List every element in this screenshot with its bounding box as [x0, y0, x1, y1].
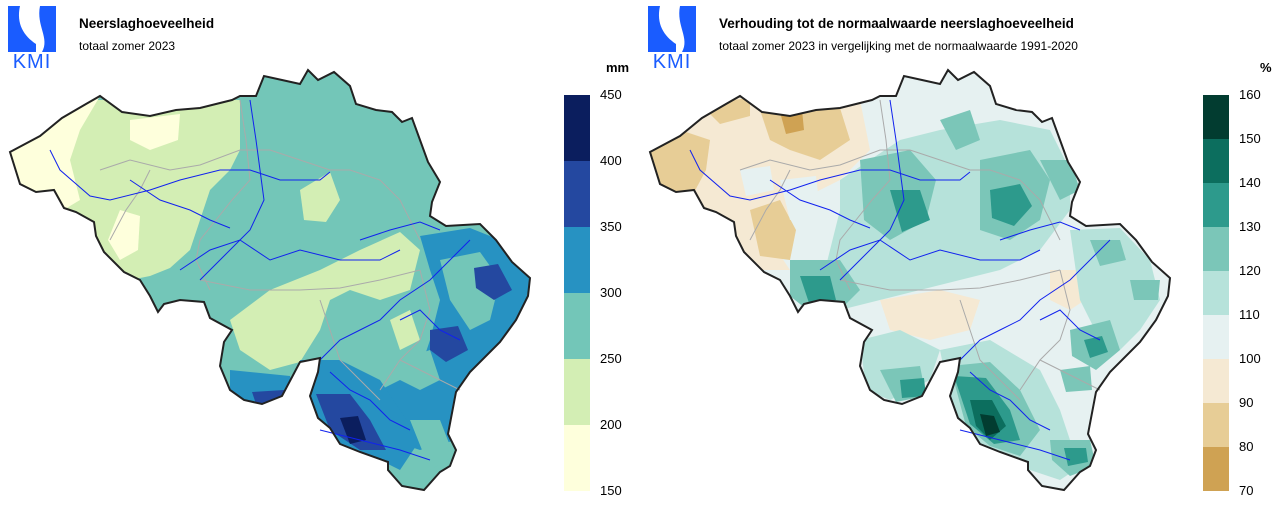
legend-tick-label: 150 — [1239, 131, 1261, 146]
map-subtitle: totaal zomer 2023 — [79, 39, 176, 53]
legend-tick-label: 100 — [1239, 351, 1261, 366]
belgium-precipitation-map — [9, 69, 531, 491]
kmi-logo: KMI — [646, 4, 698, 74]
legend-tick-label: 300 — [600, 285, 622, 300]
legend-bin — [1203, 271, 1229, 315]
kmi-logo-icon — [8, 6, 56, 52]
legend-bin — [1203, 403, 1229, 447]
legend-tick-label: 90 — [1239, 395, 1254, 410]
precipitation-legend: 450 400 350 300 250 200 150 — [564, 87, 622, 498]
legend-bin — [1203, 315, 1229, 359]
legend-tick-label: 200 — [600, 417, 622, 432]
ratio-legend: 160 150 140 130 120 110 100 90 80 70 — [1203, 87, 1261, 498]
legend-tick-label: 110 — [1239, 307, 1260, 322]
legend-tick-label: 160 — [1239, 87, 1261, 102]
legend-tick-label: 130 — [1239, 219, 1261, 234]
legend-bin — [564, 227, 590, 293]
legend-bin — [564, 425, 590, 491]
legend-bin — [564, 359, 590, 425]
precipitation-map-panel: KMI Neerslaghoeveelheid totaal zomer 202… — [6, 4, 630, 498]
kmi-logo-text: KMI — [652, 51, 692, 73]
legend-bin — [1203, 227, 1229, 271]
legend-unit: % — [1260, 60, 1272, 75]
legend-bin — [1203, 359, 1229, 403]
legend-bin — [564, 161, 590, 227]
legend-bin — [1203, 183, 1229, 227]
legend-tick-label: 120 — [1239, 263, 1261, 278]
legend-tick-label: 70 — [1239, 483, 1254, 498]
legend-bin — [1203, 139, 1229, 183]
legend-bin — [564, 95, 590, 161]
kmi-logo-text: KMI — [12, 51, 52, 73]
legend-tick-label: 450 — [600, 87, 622, 102]
map-title: Verhouding tot de normaalwaarde neerslag… — [719, 16, 1074, 31]
kmi-logo-icon — [648, 6, 696, 52]
belgium-ratio-map — [649, 69, 1171, 491]
precipitation-ratio-map-panel: KMI Verhouding tot de normaalwaarde neer… — [640, 0, 1280, 507]
legend-bin — [1203, 447, 1229, 491]
map-subtitle: totaal zomer 2023 in vergelijking met de… — [719, 39, 1078, 53]
legend-tick-label: 250 — [600, 351, 622, 366]
legend-tick-label: 80 — [1239, 439, 1254, 454]
map-title: Neerslaghoeveelheid — [79, 16, 215, 31]
kmi-logo: KMI — [6, 4, 58, 74]
legend-unit: mm — [606, 60, 630, 75]
legend-tick-label: 400 — [600, 153, 622, 168]
legend-tick-label: 140 — [1239, 175, 1261, 190]
legend-bin — [564, 293, 590, 359]
legend-bin — [1203, 95, 1229, 139]
legend-tick-label: 350 — [600, 219, 622, 234]
legend-tick-label: 150 — [600, 483, 622, 498]
